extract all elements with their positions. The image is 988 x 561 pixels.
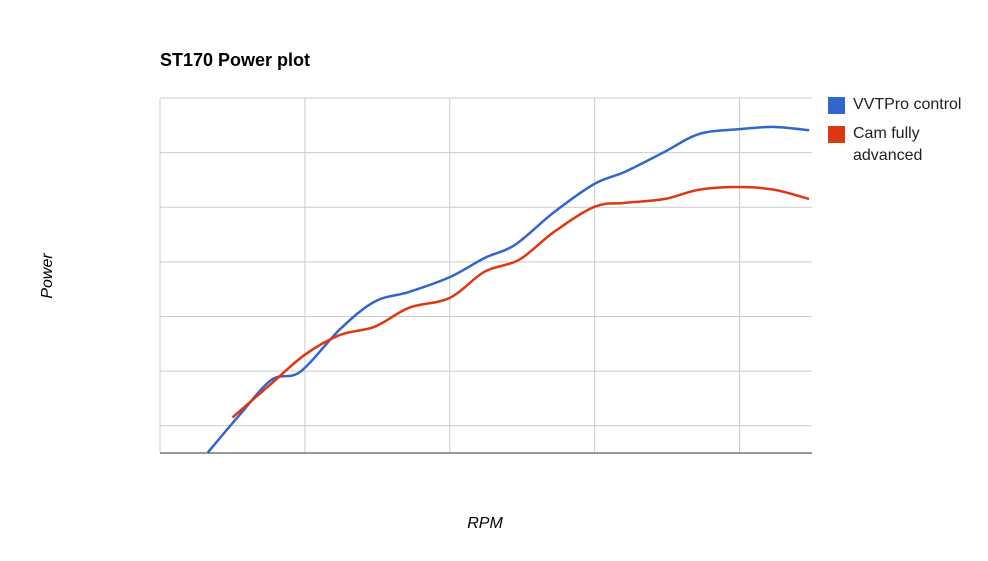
chart-title: ST170 Power plot bbox=[160, 50, 310, 70]
legend-label: Cam fully advanced bbox=[853, 125, 923, 164]
legend-swatch bbox=[828, 97, 845, 114]
line-series bbox=[231, 185, 810, 419]
legend-label: VVTPro control bbox=[853, 96, 962, 113]
line-series bbox=[206, 125, 810, 454]
legend-item: VVTPro control bbox=[828, 94, 978, 116]
y-axis-title: Power bbox=[39, 253, 56, 299]
legend-swatch bbox=[828, 126, 845, 143]
legend-item: Cam fully advanced bbox=[828, 123, 978, 167]
x-axis-title: RPM bbox=[467, 515, 503, 532]
